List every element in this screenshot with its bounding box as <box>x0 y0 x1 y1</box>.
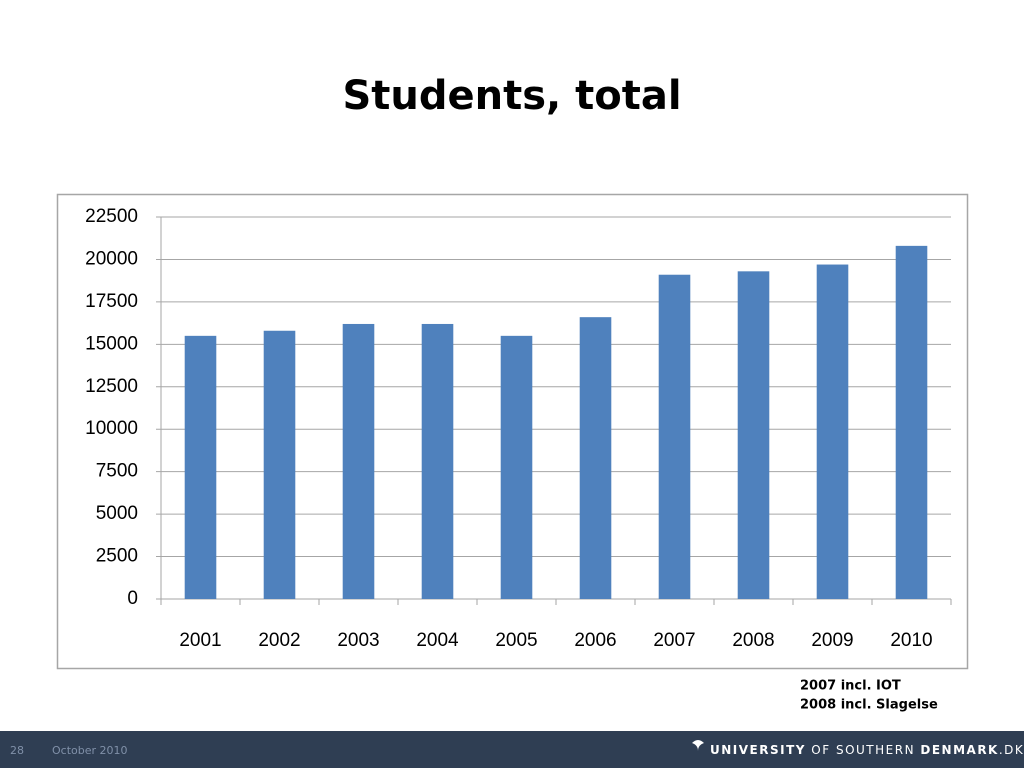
bar <box>737 271 770 599</box>
x-tick-label: 2010 <box>890 630 932 651</box>
bar <box>500 335 533 599</box>
x-tick-label: 2003 <box>337 630 379 651</box>
bar <box>263 330 296 599</box>
x-tick-label: 2008 <box>732 630 774 651</box>
x-tick-label: 2002 <box>258 630 300 651</box>
bar <box>342 323 375 599</box>
slide-number: 28 <box>10 744 24 757</box>
note: 2008 incl. Slagelse <box>800 698 938 713</box>
note: 2007 incl. IOT <box>800 679 901 694</box>
y-tick-label: 0 <box>127 588 138 609</box>
x-tick-label: 2001 <box>179 630 221 651</box>
y-tick-label: 20000 <box>85 248 138 269</box>
footer-bar <box>0 731 1024 768</box>
bar <box>579 317 612 599</box>
bar <box>658 274 691 599</box>
footer-date: October 2010 <box>52 744 128 757</box>
y-tick-label: 10000 <box>85 418 138 439</box>
y-tick-label: 15000 <box>85 333 138 354</box>
x-tick-label: 2005 <box>495 630 537 651</box>
logo-part: UNIVERSITY <box>710 743 806 757</box>
y-tick-label: 12500 <box>85 376 138 397</box>
x-tick-label: 2006 <box>574 630 616 651</box>
x-tick-label: 2004 <box>416 630 459 651</box>
bar <box>895 245 928 599</box>
y-tick-label: 7500 <box>96 461 138 482</box>
y-tick-label: 22500 <box>85 206 138 227</box>
y-tick-label: 5000 <box>96 503 138 524</box>
x-tick-label: 2007 <box>653 630 695 651</box>
logo-part: OF SOUTHERN <box>811 743 915 757</box>
bar <box>816 264 849 599</box>
x-tick-label: 2009 <box>811 630 853 651</box>
logo-part: DENMARK <box>920 743 998 757</box>
y-tick-label: 2500 <box>96 546 138 567</box>
logo-part: .DK <box>999 743 1024 757</box>
y-tick-label: 17500 <box>85 291 138 312</box>
bar <box>184 335 217 599</box>
logo-icon <box>692 740 704 751</box>
chart-title: Students, total <box>342 73 681 119</box>
logo: UNIVERSITY OF SOUTHERN DENMARK.DK <box>710 743 1024 757</box>
bar <box>421 323 454 599</box>
